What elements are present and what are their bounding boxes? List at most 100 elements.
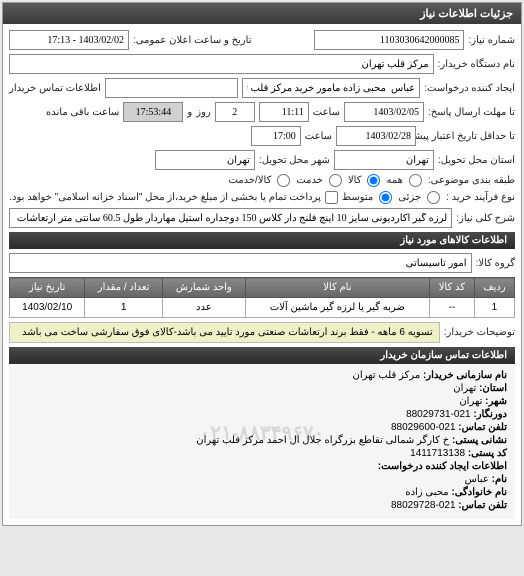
goods-table: ردیف کد کالا نام کالا واحد شمارش تعداد /… bbox=[9, 277, 515, 318]
contact-org: نام سازمانی خریدار: مرکز قلب تهران bbox=[17, 370, 507, 381]
row-group: گروه کالا: bbox=[9, 253, 515, 273]
remaining-text-label: ساعت باقی مانده bbox=[46, 107, 119, 118]
name-label: نام: bbox=[492, 474, 507, 485]
row-validity: تا حداقل تاریخ اعتبار پیشنهاد / تا تاریخ… bbox=[9, 126, 515, 146]
col-code: کد کالا bbox=[429, 278, 474, 298]
va-label: و bbox=[187, 107, 192, 118]
panel-body: شماره نیاز: تاریخ و ساعت اعلان عمومی: نا… bbox=[3, 24, 521, 525]
goods-section-title: اطلاعات کالاهای مورد نیاز bbox=[9, 232, 515, 249]
contact-postal: نشانی پستی: خ کارگر شمالی تقاطع بزرگراه … bbox=[17, 435, 507, 446]
response-date-field bbox=[344, 102, 424, 122]
rooz-label: روز bbox=[196, 107, 211, 118]
buyer-contact-label: اطلاعات تماس خریدار bbox=[9, 83, 101, 94]
contact-fax: دورنگار: 021-88029731 bbox=[17, 409, 507, 420]
city-label: شهر محل تحویل: bbox=[259, 155, 330, 166]
goods-service-label: کالا/خدمت bbox=[228, 175, 271, 186]
requester-label: ایجاد کننده درخواست: bbox=[424, 83, 515, 94]
public-datetime-label: تاریخ و ساعت اعلان عمومی: bbox=[133, 35, 252, 46]
fax-value: 021-88029731 bbox=[406, 409, 471, 420]
contact-phone: تلفن تماس: 021-88029600 bbox=[17, 422, 507, 433]
radio-medium[interactable] bbox=[379, 191, 392, 204]
postcode-value: 1411713138 bbox=[410, 448, 465, 459]
row-topic: طبقه بندی موضوعی: همه کالا خدمت کالا/خدم… bbox=[9, 174, 515, 187]
c-province-value: تهران bbox=[453, 383, 476, 394]
c-city-label: شهر: bbox=[485, 396, 507, 407]
need-number-label: شماره نیاز: bbox=[468, 35, 515, 46]
row-location: استان محل تحویل: شهر محل تحویل: bbox=[9, 150, 515, 170]
description-field bbox=[9, 208, 452, 228]
city-field bbox=[155, 150, 255, 170]
purchase-note-label: پرداخت تمام یا بخشی از مبلغ خرید،از محل … bbox=[9, 192, 321, 203]
col-unit: واحد شمارش bbox=[162, 278, 245, 298]
row-requester: ایجاد کننده درخواست: اطلاعات تماس خریدار bbox=[9, 78, 515, 98]
response-deadline-label: تا مهلت ارسال پاسخ: bbox=[428, 107, 515, 118]
contact-req-phone: تلفن تماس: 021-88029728 bbox=[17, 500, 507, 511]
goods-label: کالا bbox=[348, 175, 362, 186]
postal-value: خ کارگر شمالی تقاطع بزرگراه جلال ال احمد… bbox=[196, 435, 449, 446]
contact-wrapper: ۰۲۱-۸۸۳۴۹۶۷۰ اطلاعات تماس سازمان خریدار … bbox=[9, 347, 515, 519]
phone-value: 021-88029600 bbox=[391, 422, 456, 433]
radio-low[interactable] bbox=[427, 191, 440, 204]
group-field bbox=[9, 253, 472, 273]
validity-label: تا حداقل تاریخ اعتبار پیشنهاد / تا تاریخ… bbox=[420, 131, 515, 142]
main-panel: جزئیات اطلاعات نیاز شماره نیاز: تاریخ و … bbox=[2, 2, 522, 526]
family-value: محبی زاده bbox=[405, 487, 448, 498]
row-buyer: نام دستگاه خریدار: bbox=[9, 54, 515, 74]
cell-unit: عدد bbox=[162, 298, 245, 318]
saat-label-2: ساعت bbox=[305, 131, 332, 142]
table-row: 1 -- ضربه گیر یا لرزه گیر ماشین آلات عدد… bbox=[10, 298, 515, 318]
group-label: گروه کالا: bbox=[476, 258, 515, 269]
validity-date-field bbox=[336, 126, 416, 146]
row-buyer-note: توضیحات خریدار: تسویه 6 ماهه - فقط برند … bbox=[9, 322, 515, 343]
row-need-number: شماره نیاز: تاریخ و ساعت اعلان عمومی: bbox=[9, 30, 515, 50]
buyer-field bbox=[9, 54, 434, 74]
cell-row: 1 bbox=[474, 298, 514, 318]
fax-label: دورنگار: bbox=[473, 409, 507, 420]
cell-code: -- bbox=[429, 298, 474, 318]
purchase-label: نوع فرآیند خرید : bbox=[446, 192, 515, 203]
service-label: خدمت bbox=[296, 175, 323, 186]
name-value: عباس bbox=[465, 474, 489, 485]
radio-goods-service[interactable] bbox=[277, 174, 290, 187]
buyer-note-label: توضیحات خریدار: bbox=[444, 327, 515, 338]
req-phone-label: تلفن تماس: bbox=[458, 500, 507, 511]
col-row: ردیف bbox=[474, 278, 514, 298]
radio-goods[interactable] bbox=[367, 174, 380, 187]
desc-label: شرح کلی نیاز: bbox=[456, 213, 515, 224]
org-label: نام سازمانی خریدار: bbox=[423, 370, 507, 381]
medium-label: متوسط bbox=[342, 192, 373, 203]
contact-postcode: کد پستی: 1411713138 bbox=[17, 448, 507, 459]
requester-section-title: اطلاعات ایجاد کننده درخواست: bbox=[17, 461, 507, 472]
radio-service[interactable] bbox=[329, 174, 342, 187]
col-name: نام کالا bbox=[245, 278, 429, 298]
province-label: استان محل تحویل: bbox=[438, 155, 515, 166]
buyer-label: نام دستگاه خریدار: bbox=[438, 59, 515, 70]
checkbox-treasury[interactable] bbox=[325, 191, 338, 204]
org-value: مرکز قلب تهران bbox=[353, 370, 421, 381]
table-header-row: ردیف کد کالا نام کالا واحد شمارش تعداد /… bbox=[10, 278, 515, 298]
row-purchase: نوع فرآیند خرید : جزئی متوسط پرداخت تمام… bbox=[9, 191, 515, 204]
req-phone-value: 021-88029728 bbox=[391, 500, 456, 511]
contact-name: نام: عباس bbox=[17, 474, 507, 485]
all-label: همه bbox=[386, 175, 402, 186]
col-qty: تعداد / مقدار bbox=[85, 278, 162, 298]
need-number-field bbox=[314, 30, 464, 50]
cell-name: ضربه گیر یا لرزه گیر ماشین آلات bbox=[245, 298, 429, 318]
response-time-field bbox=[259, 102, 309, 122]
postcode-label: کد پستی: bbox=[468, 448, 507, 459]
buyer-note-text: تسویه 6 ماهه - فقط برند ارتعاشات صنعتی م… bbox=[9, 322, 440, 343]
contact-province: استان: تهران bbox=[17, 383, 507, 394]
cell-qty: 1 bbox=[85, 298, 162, 318]
row-response-deadline: تا مهلت ارسال پاسخ: ساعت روز و ساعت باقی… bbox=[9, 102, 515, 122]
row-description: شرح کلی نیاز: bbox=[9, 208, 515, 228]
contact-section: نام سازمانی خریدار: مرکز قلب تهران استان… bbox=[9, 364, 515, 519]
radio-all[interactable] bbox=[409, 174, 422, 187]
topic-label: طبقه بندی موضوعی: bbox=[428, 175, 515, 186]
postal-label: نشانی پستی: bbox=[452, 435, 507, 446]
contact-city: شهر: تهران bbox=[17, 396, 507, 407]
buyer-contact-field bbox=[105, 78, 238, 98]
phone-label: تلفن تماس: bbox=[458, 422, 507, 433]
contact-section-title: اطلاعات تماس سازمان خریدار bbox=[9, 347, 515, 364]
c-province-label: استان: bbox=[479, 383, 507, 394]
validity-time-field bbox=[251, 126, 301, 146]
